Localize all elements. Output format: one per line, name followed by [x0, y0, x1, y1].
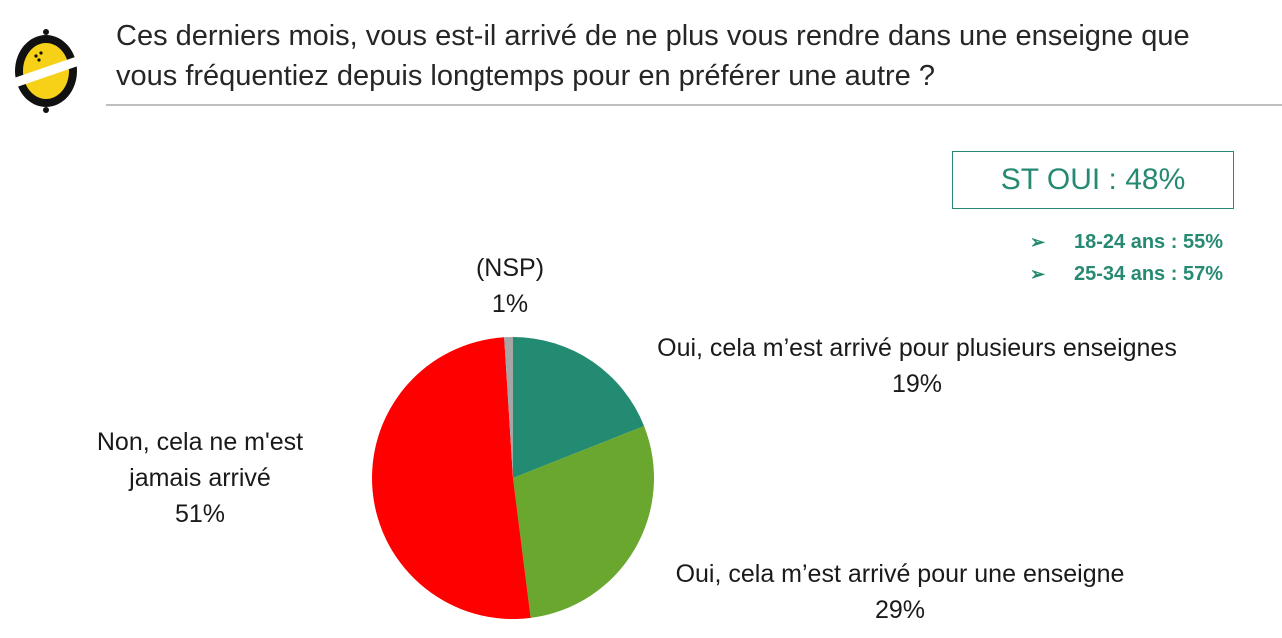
age-breakdown-label: 25-34 ans : 57%: [1074, 262, 1223, 285]
question-line-1: Ces derniers mois, vous est-il arrivé de…: [116, 20, 1190, 52]
age-breakdown-list: ➢ 18-24 ans : 55% ➢ 25-34 ans : 57%: [1030, 226, 1270, 290]
question-line-2: vous fréquentiez depuis longtemps pour e…: [116, 60, 935, 92]
slice-label-value: 29%: [874, 596, 926, 624]
pie-slice-0: [513, 337, 645, 478]
logo-icon: [14, 29, 78, 113]
age-breakdown-item: ➢ 18-24 ans : 55%: [1030, 226, 1270, 258]
slice-label-value: 51%: [174, 500, 226, 528]
slice-label-value: 1%: [491, 290, 529, 318]
age-breakdown-label: 18-24 ans : 55%: [1074, 230, 1223, 253]
slice-label-value: 19%: [891, 370, 943, 398]
arrow-right-icon: ➢: [1030, 231, 1046, 252]
pie-chart: [372, 337, 654, 619]
slice-label-plusieurs: Oui, cela m’est arrivé pour plusieurs en…: [600, 330, 1234, 402]
pie-slice-3: [504, 337, 513, 478]
slice-label-text: Oui, cela m’est arrivé pour une enseigne: [675, 560, 1125, 588]
arrow-right-icon: ➢: [1030, 263, 1046, 284]
header-divider: [106, 104, 1282, 106]
pie-slice-2: [372, 337, 531, 619]
pie-slice-1: [513, 426, 654, 618]
slice-label-text: Oui, cela m’est arrivé pour plusieurs en…: [657, 334, 1177, 362]
slice-label-une: Oui, cela m’est arrivé pour une enseigne…: [620, 556, 1180, 628]
slice-label-non: Non, cela ne m'est jamais arrivé 51%: [60, 424, 340, 532]
slice-label-text: (NSP): [475, 254, 545, 282]
age-breakdown-item: ➢ 25-34 ans : 57%: [1030, 258, 1270, 290]
slice-label-text-2: jamais arrivé: [129, 464, 271, 492]
slice-label-nsp: (NSP) 1%: [420, 250, 600, 322]
question-title: Ces derniers mois, vous est-il arrivé de…: [116, 16, 1266, 96]
slice-label-text: Non, cela ne m'est: [96, 428, 304, 456]
st-oui-box: ST OUI : 48%: [952, 151, 1234, 209]
